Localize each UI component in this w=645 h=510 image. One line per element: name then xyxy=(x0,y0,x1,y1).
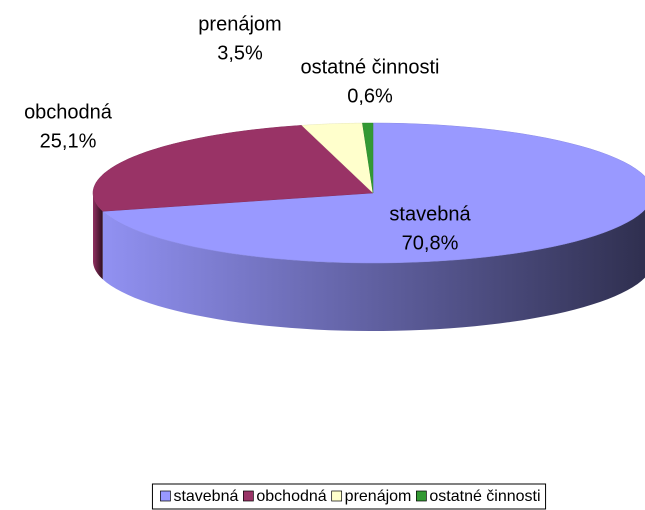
legend-swatch xyxy=(416,490,427,502)
legend-swatch xyxy=(331,490,343,502)
slice xyxy=(362,122,374,194)
slice-label: obchodná xyxy=(24,101,113,123)
slice-value: 3,5% xyxy=(217,42,263,64)
slice-value: 70,8% xyxy=(402,232,459,254)
slice-side xyxy=(93,193,103,280)
slice-value: 25,1% xyxy=(40,130,97,152)
slice xyxy=(301,122,374,194)
legend-label: stavebná xyxy=(173,488,238,505)
slice xyxy=(102,122,645,264)
legend-swatch xyxy=(243,490,254,502)
slice-side xyxy=(102,209,645,331)
slice-label: prenájom xyxy=(198,13,281,35)
legend-label: prenájom xyxy=(345,488,412,505)
legend-swatch xyxy=(160,490,171,502)
slice-label: ostatné činnosti xyxy=(301,56,440,78)
legend-label: ostatné činnosti xyxy=(429,488,540,505)
slice-value: 0,6% xyxy=(347,85,393,107)
slice-label: stavebná xyxy=(389,203,471,225)
legend-label: obchodná xyxy=(256,488,326,505)
legend xyxy=(151,483,547,510)
slice xyxy=(92,125,374,212)
